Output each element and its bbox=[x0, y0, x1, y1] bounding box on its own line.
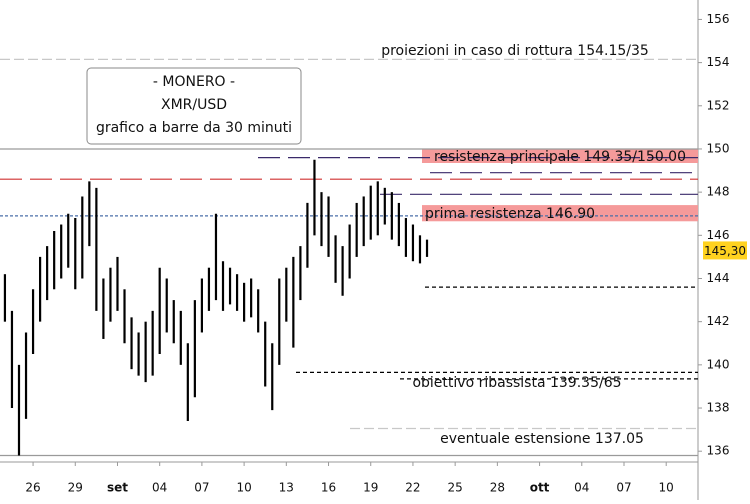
x-tick-label: 13 bbox=[279, 481, 294, 495]
y-tick-label: 152 bbox=[707, 98, 730, 112]
x-tick-label: 07 bbox=[616, 481, 631, 495]
x-tick-label: 29 bbox=[68, 481, 83, 495]
x-tick-label: 19 bbox=[363, 481, 378, 495]
y-tick-label: 144 bbox=[707, 271, 730, 285]
last-price-label: 145,30 bbox=[704, 244, 746, 258]
x-tick-label: 25 bbox=[448, 481, 463, 495]
x-tick-label: 22 bbox=[405, 481, 420, 495]
y-tick-label: 142 bbox=[707, 314, 730, 328]
title: - MONERO - bbox=[153, 74, 235, 90]
y-tick-label: 154 bbox=[707, 55, 730, 69]
subtitle: XMR/USD bbox=[161, 97, 227, 113]
y-tick-label: 148 bbox=[707, 185, 730, 199]
band-label: prima resistenza 146.90 bbox=[425, 206, 595, 222]
x-tick-label: 28 bbox=[490, 481, 505, 495]
last-price-tag bbox=[703, 241, 747, 260]
x-tick-label: 26 bbox=[25, 481, 40, 495]
x-tick-label: 10 bbox=[236, 481, 251, 495]
annotation: eventuale estensione 137.05 bbox=[440, 431, 644, 447]
resistance-band bbox=[422, 205, 698, 222]
x-tick-label: ott bbox=[530, 481, 550, 495]
y-tick-label: 156 bbox=[707, 12, 730, 26]
y-tick-label: 140 bbox=[707, 357, 730, 371]
annotation: obiettivo ribassista 139.35/65 bbox=[412, 375, 621, 391]
y-tick-label: 146 bbox=[707, 228, 730, 242]
x-tick-label: 04 bbox=[152, 481, 167, 495]
x-tick-label: 07 bbox=[194, 481, 209, 495]
x-tick-label: set bbox=[107, 481, 128, 495]
subtitle: grafico a barre da 30 minuti bbox=[96, 120, 292, 136]
y-tick-label: 138 bbox=[707, 401, 730, 415]
y-tick-label: 136 bbox=[707, 444, 730, 458]
x-tick-label: 04 bbox=[574, 481, 589, 495]
x-tick-label: 16 bbox=[321, 481, 336, 495]
x-tick-label: 10 bbox=[659, 481, 674, 495]
resistance-band bbox=[422, 148, 698, 163]
title-box bbox=[86, 67, 302, 145]
y-tick-label: 150 bbox=[707, 141, 730, 155]
annotation: proiezioni in caso di rottura 154.15/35 bbox=[381, 43, 649, 59]
band-label: resistenza principale 149.35/150.00 bbox=[434, 149, 686, 165]
